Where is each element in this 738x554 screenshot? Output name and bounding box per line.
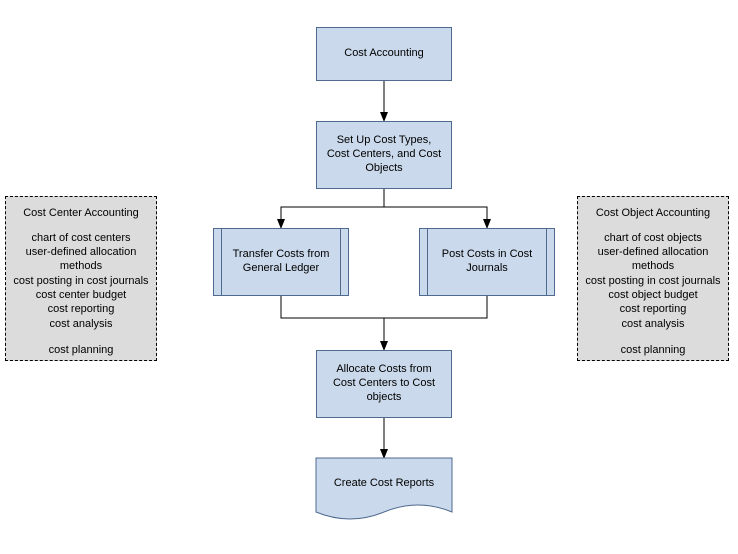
- note-line: cost object budget: [608, 289, 697, 301]
- note-line: cost posting in cost journals: [585, 275, 720, 287]
- note-line: cost center budget: [36, 289, 127, 301]
- node-n6: Create Cost Reports: [316, 458, 452, 510]
- note-title: Cost Object Accounting: [596, 207, 710, 219]
- note-line: cost reporting: [48, 303, 115, 315]
- node-label: Set Up Cost Types, Cost Centers, and Cos…: [327, 134, 441, 174]
- note-line: user-defined allocation methods: [598, 246, 709, 272]
- node-n4: Post Costs in Cost Journals: [419, 228, 555, 296]
- note-line: cost analysis: [50, 318, 113, 330]
- note-line: cost planning: [49, 344, 114, 356]
- node-n5: Allocate Costs from Cost Centers to Cost…: [316, 350, 452, 418]
- note-line: cost posting in cost journals: [13, 275, 148, 287]
- note-line: cost analysis: [622, 318, 685, 330]
- node-label: Transfer Costs from General Ledger: [233, 248, 330, 274]
- node-label: Cost Accounting: [344, 47, 424, 59]
- note-line: chart of cost centers: [31, 232, 130, 244]
- note-line: user-defined allocation methods: [26, 246, 137, 272]
- note-title: Cost Center Accounting: [23, 207, 139, 219]
- note-line: cost reporting: [620, 303, 687, 315]
- note-note_right: Cost Object Accounting chart of cost obje…: [577, 196, 729, 361]
- node-n1: Cost Accounting: [316, 27, 452, 81]
- node-label: Create Cost Reports: [334, 477, 434, 489]
- node-n2: Set Up Cost Types, Cost Centers, and Cos…: [316, 121, 452, 189]
- node-n3: Transfer Costs from General Ledger: [213, 228, 349, 296]
- note-note_left: Cost Center Accounting chart of cost cent…: [5, 196, 157, 361]
- cost-accounting-flowchart: Cost Accounting Set Up Cost Types, Cost C…: [0, 0, 738, 554]
- note-line: chart of cost objects: [604, 232, 702, 244]
- node-label: Post Costs in Cost Journals: [442, 248, 532, 274]
- note-line: cost planning: [621, 344, 686, 356]
- node-label: Allocate Costs from Cost Centers to Cost…: [333, 363, 435, 403]
